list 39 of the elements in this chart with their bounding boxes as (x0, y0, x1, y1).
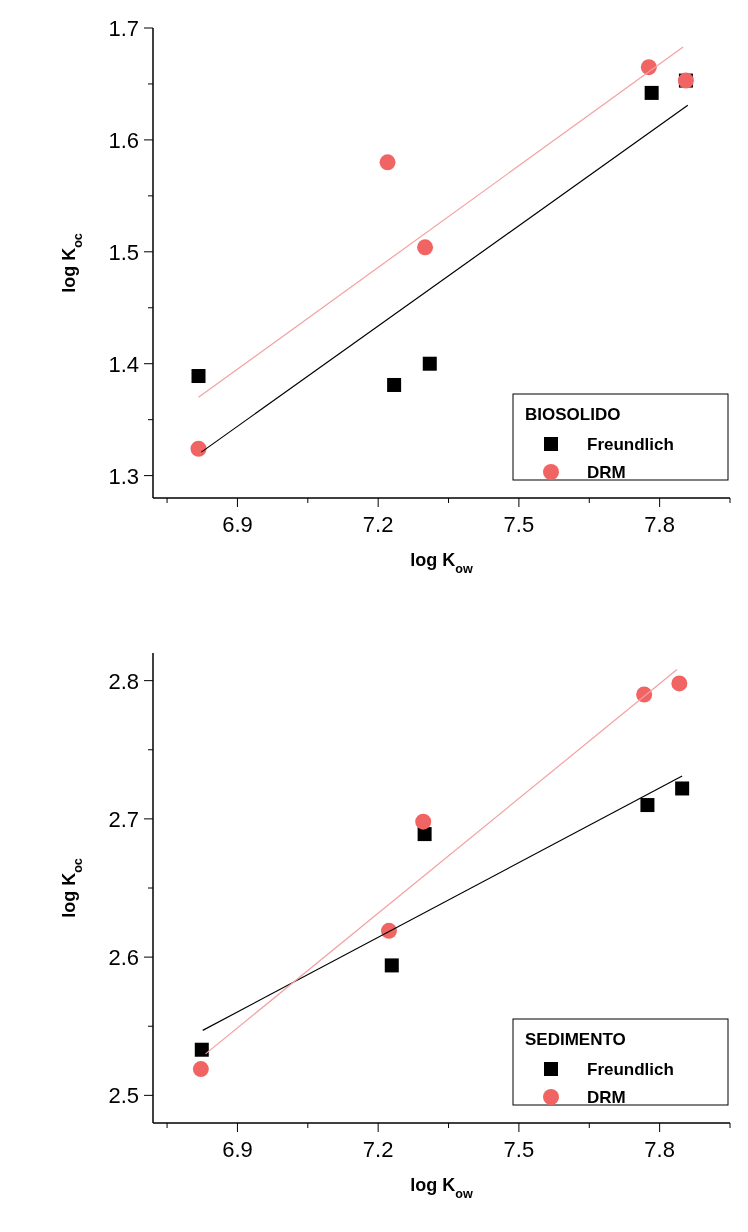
x-axis-title: log K$_{ow}$ (410, 1175, 473, 1201)
x-tick-label: 7.2 (362, 512, 394, 537)
y-tick-label: 1.6 (108, 127, 139, 153)
x-tick-label: 7.5 (503, 512, 535, 537)
y-tick-label: 2.6 (108, 945, 139, 971)
y-tick-label: 1.4 (108, 351, 139, 377)
legend-title: SEDIMENTO (525, 1030, 626, 1049)
y-tick-label: 2.5 (108, 1083, 139, 1109)
point (192, 1061, 209, 1078)
legend-label: DRM (587, 1088, 626, 1107)
y-tick-label: 1.7 (108, 16, 139, 41)
legend-label: DRM (587, 463, 626, 482)
point (640, 798, 655, 813)
x-tick-label: 7.8 (644, 512, 675, 537)
legend-label: Freundlich (587, 1060, 674, 1079)
y-tick-label: 2.7 (108, 806, 139, 832)
legend-title: BIOSOLIDO (525, 405, 621, 424)
y-tick-label: 1.3 (108, 463, 139, 489)
point (644, 85, 659, 100)
x-tick-label: 6.9 (222, 512, 253, 537)
y-tick-label: 2.8 (108, 668, 139, 694)
point (675, 781, 690, 796)
x-axis-title: log K$_{ow}$ (410, 550, 473, 576)
point (191, 369, 206, 384)
point (671, 675, 688, 692)
point (384, 958, 399, 973)
point (422, 356, 437, 371)
point (415, 813, 432, 830)
x-tick-label: 6.9 (222, 1137, 253, 1162)
x-tick-label: 7.8 (644, 1137, 675, 1162)
point (387, 377, 402, 392)
legend-label: Freundlich (587, 435, 674, 454)
x-tick-label: 7.5 (503, 1137, 535, 1162)
y-tick-label: 1.5 (108, 239, 139, 265)
x-tick-label: 7.2 (362, 1137, 394, 1162)
point (194, 1042, 209, 1057)
point (417, 239, 434, 256)
point (190, 440, 207, 457)
point (379, 154, 396, 171)
